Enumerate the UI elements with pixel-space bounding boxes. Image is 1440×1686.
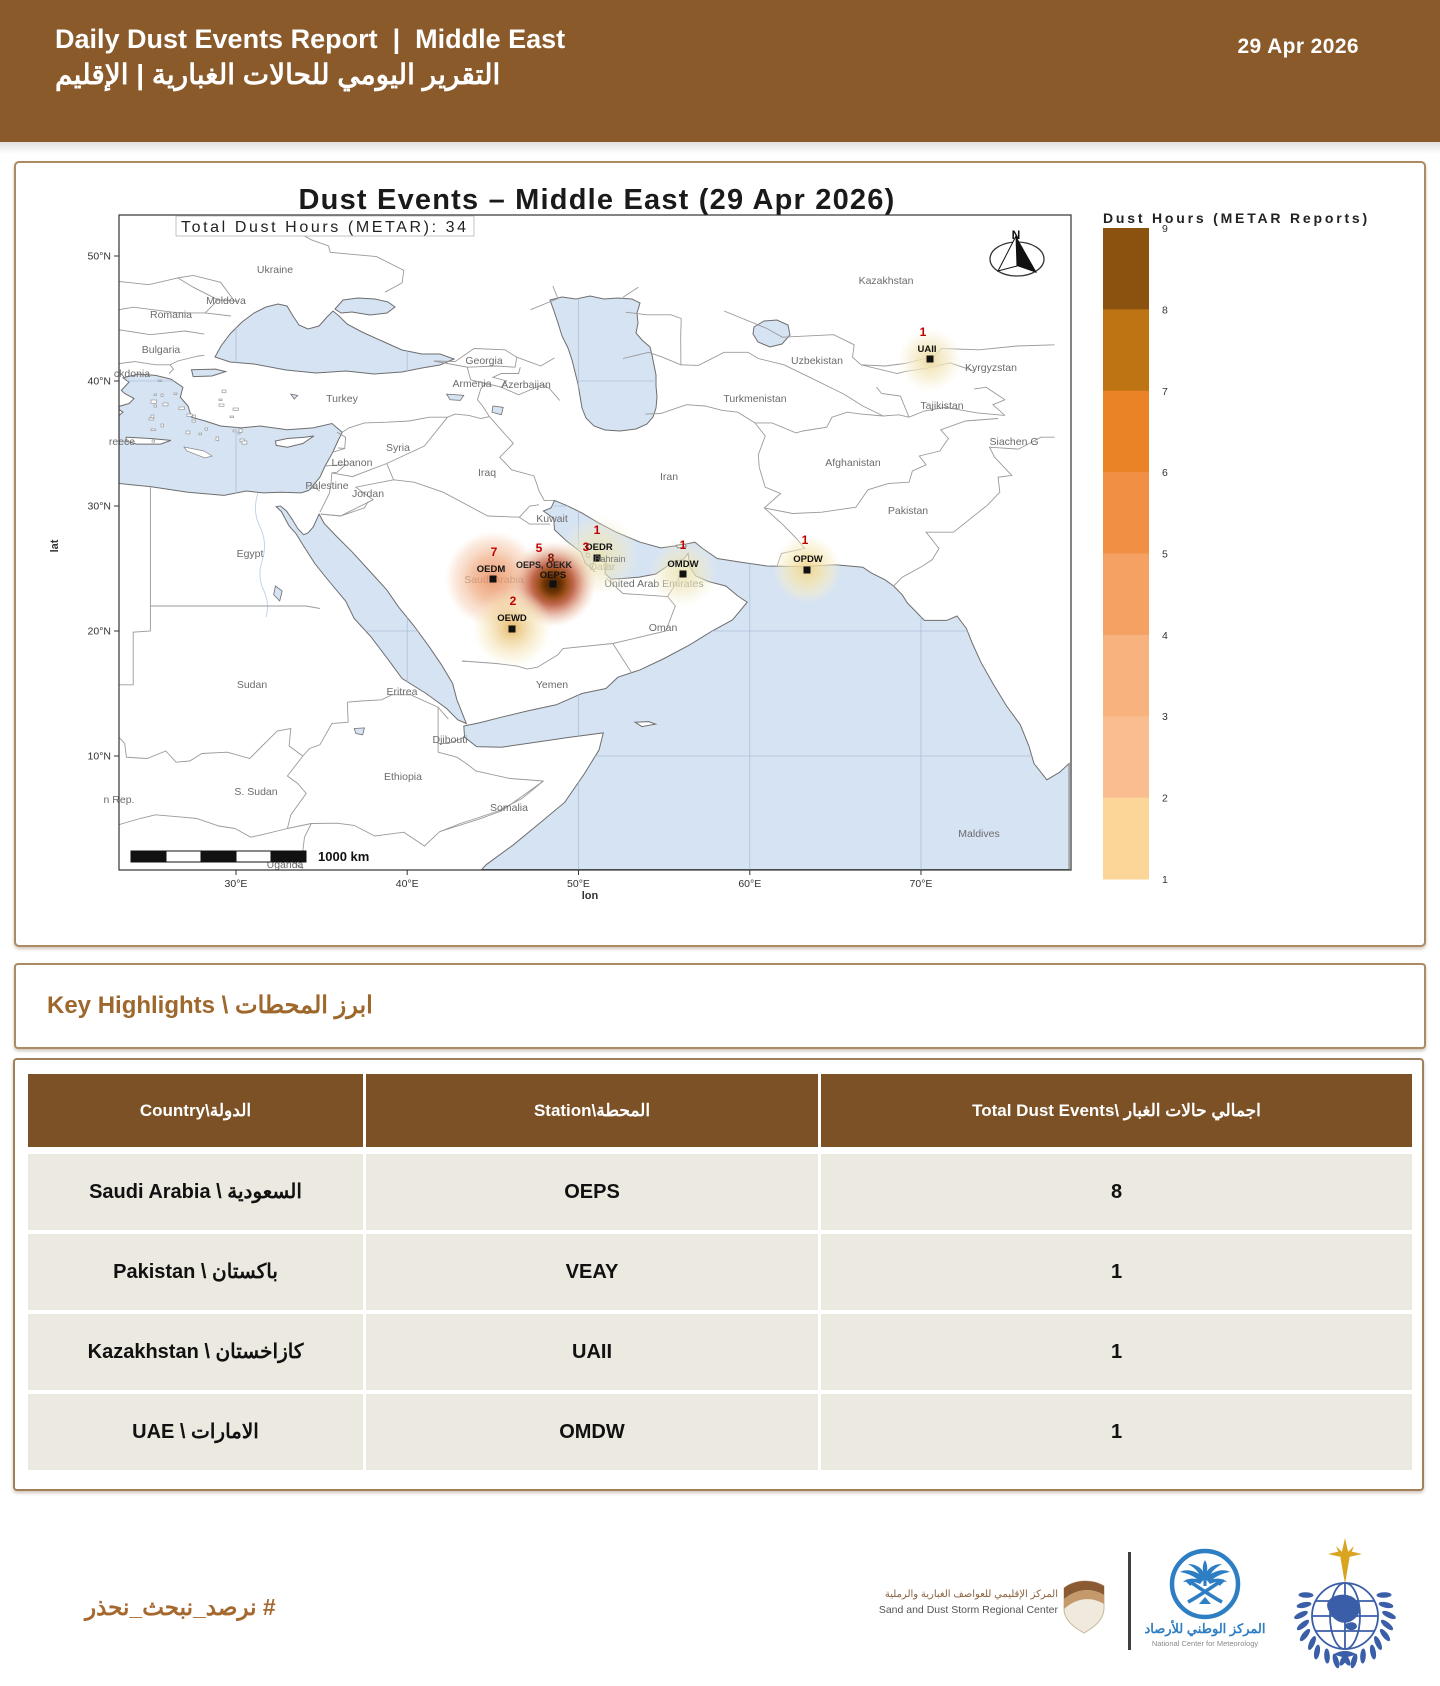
svg-text:Iraq: Iraq: [478, 467, 496, 479]
svg-text:Ukraine: Ukraine: [257, 264, 293, 276]
svg-text:Palestine: Palestine: [305, 480, 348, 492]
svg-text:Azerbaijan: Azerbaijan: [501, 379, 551, 391]
svg-text:OMDW: OMDW: [667, 559, 698, 570]
svg-text:5: 5: [1162, 549, 1168, 561]
svg-text:Kazakhstan: Kazakhstan: [859, 275, 914, 287]
svg-text:Ethiopia: Ethiopia: [384, 771, 422, 783]
svg-text:Iran: Iran: [660, 471, 678, 483]
svg-text:Kyrgyzstan: Kyrgyzstan: [965, 362, 1017, 374]
svg-text:Tajikistan: Tajikistan: [920, 400, 963, 412]
svg-text:lon: lon: [582, 890, 599, 902]
svg-text:Egypt: Egypt: [237, 548, 264, 560]
svg-text:30°N: 30°N: [88, 501, 111, 513]
svg-text:Dust Events – Middle East (29: Dust Events – Middle East (29 Apr 2026): [299, 184, 896, 216]
svg-text:Oman: Oman: [649, 622, 678, 634]
svg-text:1: 1: [680, 538, 687, 552]
svg-text:S. Sudan: S. Sudan: [234, 786, 277, 798]
svg-text:3: 3: [1162, 711, 1168, 723]
svg-text:lat: lat: [49, 539, 61, 552]
svg-text:1: 1: [920, 325, 927, 339]
svg-text:3: 3: [583, 540, 590, 554]
svg-text:50°N: 50°N: [88, 251, 111, 263]
svg-text:OEDM: OEDM: [477, 564, 506, 575]
svg-text:8: 8: [548, 551, 555, 565]
svg-text:40°N: 40°N: [88, 376, 111, 388]
svg-text:Somalia: Somalia: [490, 802, 528, 814]
svg-text:Afghanistan: Afghanistan: [825, 457, 881, 469]
svg-text:OEDR: OEDR: [585, 542, 613, 553]
svg-text:Total Dust Hours (METAR): 34: Total Dust Hours (METAR): 34: [181, 219, 469, 236]
svg-text:Kuwait: Kuwait: [536, 513, 568, 525]
svg-text:Bahrain: Bahrain: [594, 554, 625, 564]
svg-text:Jordan: Jordan: [352, 488, 384, 500]
svg-text:Moldova: Moldova: [206, 295, 246, 307]
svg-text:Lebanon: Lebanon: [332, 457, 373, 469]
svg-text:reece: reece: [109, 436, 135, 448]
svg-text:Uzbekistan: Uzbekistan: [791, 355, 843, 367]
svg-text:Sand and Dust Storm Regional C: Sand and Dust Storm Regional Center: [879, 1604, 1059, 1616]
svg-text:1: 1: [1162, 874, 1168, 886]
svg-text:OEWD: OEWD: [497, 613, 527, 624]
svg-text:7: 7: [1162, 386, 1168, 398]
svg-text:Romania: Romania: [150, 309, 192, 321]
svg-text:National Center for Meteorolog: National Center for Meteorology: [1152, 1639, 1259, 1648]
svg-text:1: 1: [594, 523, 601, 537]
svg-text:2: 2: [1162, 793, 1168, 805]
svg-text:Armenia: Armenia: [452, 378, 491, 390]
svg-text:Pakistan: Pakistan: [888, 505, 928, 517]
svg-text:المركز الوطني للأرصاد: المركز الوطني للأرصاد: [1144, 1620, 1265, 1637]
svg-text:Georgia: Georgia: [465, 355, 503, 367]
svg-text:8: 8: [1162, 304, 1168, 316]
svg-text:OEPS: OEPS: [540, 570, 566, 581]
svg-text:OEPS, OEKK: OEPS, OEKK: [516, 560, 573, 570]
svg-text:Syria: Syria: [386, 442, 410, 454]
svg-text:60°E: 60°E: [738, 878, 761, 890]
svg-text:Eritrea: Eritrea: [387, 686, 418, 698]
svg-text:Turkmenistan: Turkmenistan: [723, 393, 786, 405]
svg-text:20°N: 20°N: [88, 626, 111, 638]
svg-text:Maldives: Maldives: [958, 828, 999, 840]
svg-text:4: 4: [1162, 630, 1168, 642]
svg-text:2: 2: [510, 594, 517, 608]
svg-text:70°E: 70°E: [910, 878, 933, 890]
svg-text:10°N: 10°N: [88, 751, 111, 763]
svg-text:ckdonia: ckdonia: [114, 368, 150, 380]
svg-text:Siachen G: Siachen G: [989, 436, 1038, 448]
svg-text:6: 6: [1162, 467, 1168, 479]
svg-text:30°E: 30°E: [225, 878, 248, 890]
svg-text:1000 km: 1000 km: [318, 849, 369, 864]
svg-text:Djibouti: Djibouti: [432, 734, 467, 746]
svg-text:Sudan: Sudan: [237, 679, 268, 691]
svg-text:50°E: 50°E: [567, 878, 590, 890]
svg-text:9: 9: [1162, 223, 1168, 235]
svg-text:5: 5: [536, 541, 543, 555]
svg-text:1: 1: [802, 533, 809, 547]
svg-text:Turkey: Turkey: [326, 393, 358, 405]
svg-text:Yemen: Yemen: [536, 679, 568, 691]
svg-text:OPDW: OPDW: [793, 554, 823, 565]
svg-text:المركز الإقليمي للعواصف الغبار: المركز الإقليمي للعواصف الغبارية والرملي…: [885, 1589, 1058, 1600]
svg-text:40°E: 40°E: [396, 878, 419, 890]
svg-text:7: 7: [491, 545, 498, 559]
svg-text:Dust Hours (METAR Reports): Dust Hours (METAR Reports): [1103, 210, 1370, 226]
svg-text:Bulgaria: Bulgaria: [142, 344, 181, 356]
svg-text:UAII: UAII: [918, 344, 937, 355]
